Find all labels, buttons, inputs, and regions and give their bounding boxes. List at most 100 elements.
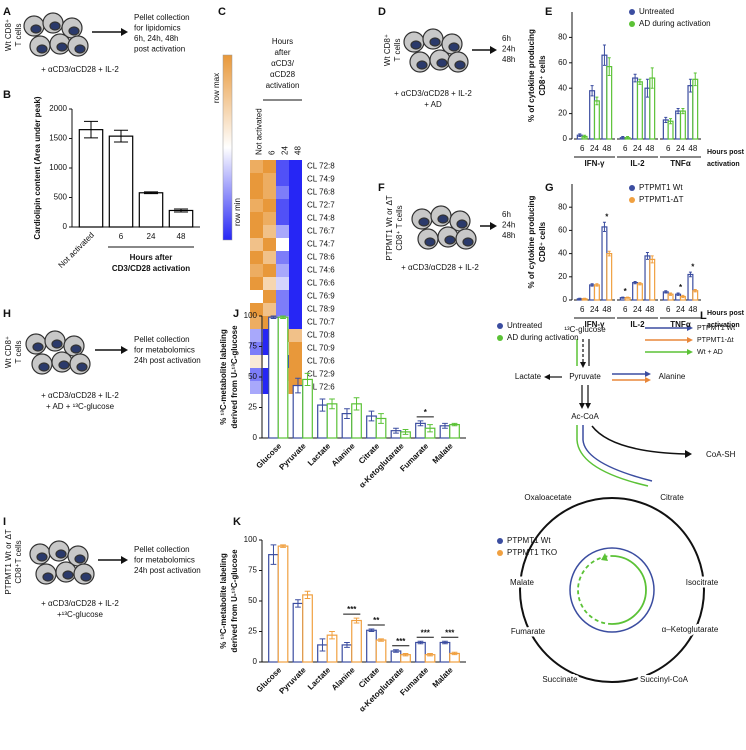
error-bar <box>633 280 637 285</box>
metabolite: CoA-SH <box>706 450 736 459</box>
heatmap-cell <box>263 277 276 290</box>
heatmap-cell <box>263 186 276 199</box>
metabolite: Lactate <box>515 372 542 381</box>
metabolite: Ac-CoA <box>571 412 599 421</box>
error-bar <box>319 398 326 412</box>
x-tick-label: 6 <box>623 144 628 153</box>
x-tick-label: 6 <box>580 144 585 153</box>
panel-letter: E <box>545 6 552 18</box>
y-axis-label: Cardiolipin content (Area under peak) <box>33 96 42 239</box>
arrowhead <box>645 377 651 383</box>
bar <box>644 255 651 301</box>
error-bar <box>693 289 697 293</box>
legend-marker <box>629 185 635 191</box>
error-bar <box>633 73 637 83</box>
heatmap-cell <box>250 329 263 342</box>
column-label: 24 <box>281 146 290 155</box>
error-bar <box>442 422 448 429</box>
error-bar <box>583 134 587 139</box>
heatmap-cell <box>250 173 263 186</box>
error-bar <box>329 398 335 410</box>
x-tick-label: Malate <box>431 665 455 689</box>
heatmap-cell <box>250 303 263 316</box>
arrowhead <box>585 403 591 409</box>
bar <box>168 209 194 228</box>
bar <box>636 81 643 140</box>
error-bar <box>393 649 399 653</box>
row-label: CL 74:9 <box>307 175 335 184</box>
pathway: L PTPMT1 Wt PTPMT1-Δt Wt + AD ¹³C-glucos… <box>507 310 736 687</box>
error-bar <box>664 116 668 123</box>
panel-letter: C <box>218 6 226 18</box>
x-tick-label: 24 <box>633 144 642 153</box>
heatmap-cell <box>276 238 289 251</box>
error-bar <box>329 631 335 640</box>
legend-label: AD during activation <box>507 333 579 342</box>
arrowhead <box>687 349 693 355</box>
bar <box>138 192 164 228</box>
error-bar <box>378 638 384 642</box>
heatmap-cell <box>250 277 263 290</box>
treatment-label: + AD <box>424 100 442 109</box>
heatmap-cell <box>263 160 276 173</box>
error-bar <box>626 296 630 299</box>
bar <box>632 77 639 140</box>
metabolite: Pyruvate <box>569 372 601 381</box>
row-label: CL 72:6 <box>307 383 335 392</box>
error-bar <box>602 221 606 233</box>
y-axis-label: CD8⁺ cells <box>538 221 547 262</box>
bar <box>601 54 608 140</box>
row-label: CL 78:6 <box>307 253 335 262</box>
bar <box>606 66 613 140</box>
arrow <box>582 425 653 482</box>
arrowhead <box>687 337 693 343</box>
error-bar <box>353 397 360 411</box>
legend-marker <box>497 550 503 556</box>
error-bar <box>280 544 286 548</box>
bar <box>277 316 289 439</box>
y-tick-label: 25 <box>248 403 257 412</box>
error-bar <box>280 315 286 319</box>
outcome-label: Pellet collection <box>134 13 190 22</box>
heatmap-cell <box>250 238 263 251</box>
heatmap-cell <box>250 342 263 355</box>
heatmap-cell <box>263 290 276 303</box>
row-label: CL 74:8 <box>307 214 335 223</box>
heatmap-cell <box>250 251 263 264</box>
heatmap-cell <box>263 251 276 264</box>
x-tick-label: Pyruvate <box>277 665 308 696</box>
y-axis-label: CD8⁺ cells <box>538 55 547 96</box>
tca-flux <box>611 555 647 625</box>
y-axis-label: % of cytokine producing <box>527 29 536 122</box>
x-axis-label: Hours after <box>130 253 173 262</box>
row-label: CL 78:9 <box>307 305 335 314</box>
row-label: CL 76:6 <box>307 279 335 288</box>
x-tick-label: 24 <box>590 144 599 153</box>
significance: *** <box>421 628 431 637</box>
legend-label: PTPMT1 Wt <box>507 536 551 545</box>
error-bar <box>402 428 409 435</box>
bar <box>375 639 387 663</box>
cells-label: CD8⁺T cells <box>14 540 23 583</box>
error-bar <box>270 544 277 565</box>
heatmap-cell <box>276 290 289 303</box>
bar <box>78 129 104 228</box>
y-tick-label: 100 <box>244 311 258 320</box>
significance: *** <box>347 605 357 614</box>
y-axis-label: % ¹³C-metabolite labeling <box>219 329 228 425</box>
error-bar <box>676 108 680 115</box>
error-bar <box>344 641 350 648</box>
error-bar <box>427 424 433 433</box>
arrowhead <box>121 28 128 36</box>
column-header: αCD28 <box>270 70 296 79</box>
heatmap-cell <box>263 225 276 238</box>
group-label: IL-2 <box>630 159 645 168</box>
significance: *** <box>445 628 455 637</box>
heatmap-cell <box>289 290 302 303</box>
y-tick-label: 20 <box>558 109 567 118</box>
error-bar <box>645 78 649 98</box>
row-label: CL 72:8 <box>307 162 335 171</box>
x-tick-label: 48 <box>645 305 654 314</box>
heatmap-cell <box>250 368 263 381</box>
error-bar <box>451 422 458 427</box>
